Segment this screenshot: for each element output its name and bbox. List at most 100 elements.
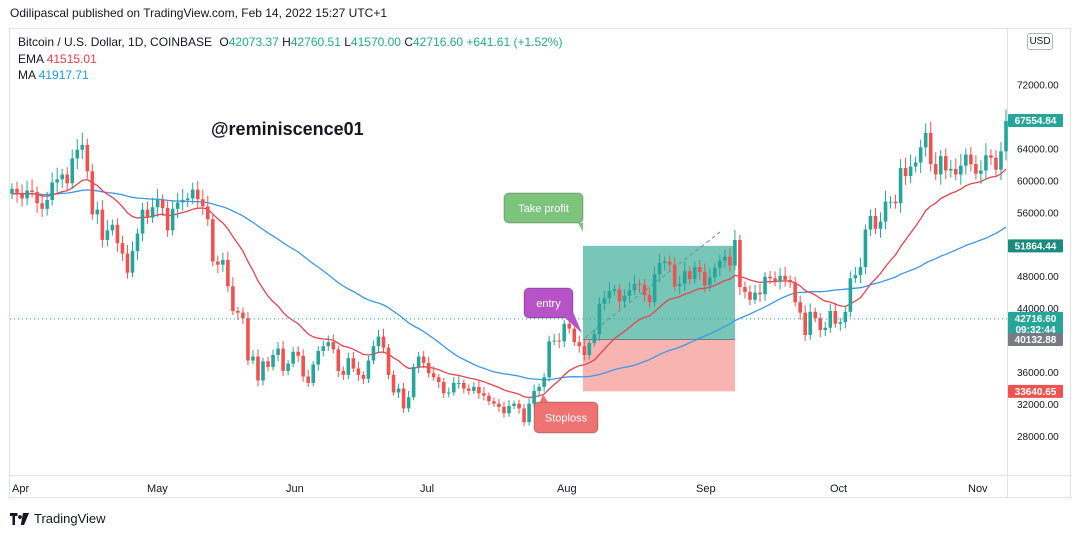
stoploss-callout: Stoploss (533, 394, 599, 434)
candle-body (431, 373, 436, 378)
price-axis-label: 40132.88 (1008, 333, 1063, 346)
tradingview-logo-icon (10, 512, 29, 525)
candle-body (65, 174, 70, 184)
candle-body (487, 395, 491, 402)
price-axis-label: 51864.44 (1008, 239, 1063, 253)
candle-body (918, 147, 923, 163)
candle-body (50, 182, 54, 201)
candle-body (883, 201, 888, 222)
high-value: 42760.51 (290, 35, 341, 49)
candle-body (677, 283, 682, 287)
price-axis-label: 67554.84 (1008, 114, 1063, 128)
candle-body (221, 259, 225, 265)
footer-brand-text: TradingView (34, 511, 106, 526)
candle-body (848, 278, 853, 312)
candle-body (607, 291, 612, 299)
candle-body (326, 342, 331, 347)
symbol-label[interactable]: Bitcoin / U.S. Dollar, 1D, COINBASE (18, 35, 213, 49)
close-label: C (404, 35, 413, 49)
price-axis-label-bg (1008, 239, 1063, 253)
candle-body (411, 366, 416, 398)
candle-body (216, 261, 220, 265)
candle-body (818, 318, 823, 331)
candle-body (236, 311, 240, 313)
candle-body (296, 351, 300, 356)
candle-body (286, 363, 290, 371)
candle-body (959, 165, 963, 175)
candle-body (557, 340, 562, 342)
price-axis-label-bg (1008, 114, 1063, 128)
candle-body (346, 358, 351, 375)
x-tick-label: Nov (968, 483, 988, 495)
candle-body (813, 311, 818, 319)
candle-body (938, 156, 943, 175)
candle-body (396, 388, 401, 393)
candle-body (70, 158, 75, 184)
candle-body (833, 311, 838, 324)
currency-button[interactable]: USD (1027, 33, 1053, 50)
candle-body (969, 154, 973, 165)
candle-body (10, 188, 14, 194)
candle-body (627, 290, 632, 296)
candle-body (306, 376, 310, 383)
publisher-line: Odilipascal published on TradingView.com… (10, 6, 388, 20)
ma-legend[interactable]: MA 41917.71 (18, 67, 89, 83)
candle-body (371, 346, 376, 361)
candle-body (773, 278, 777, 282)
y-tick-label: 56000.00 (1017, 208, 1059, 219)
candle-body (291, 351, 295, 364)
open-value: 42073.37 (228, 35, 279, 49)
candle-body (537, 386, 541, 391)
take-profit-callout-pointer (578, 223, 583, 232)
ema-legend[interactable]: EMA 41515.01 (18, 51, 97, 67)
candle-body (738, 239, 742, 288)
footer-brand[interactable]: TradingView (10, 511, 106, 526)
entry-callout: entry (523, 287, 582, 333)
ema-value: 41515.01 (46, 52, 97, 66)
price-axis-label-text: 51864.44 (1015, 241, 1057, 252)
candle-body (517, 403, 521, 409)
ma-value: 41917.71 (38, 68, 89, 82)
candle-body (311, 364, 316, 383)
close-value: 42716.60 (413, 35, 464, 49)
candle-body (441, 382, 446, 394)
candles (10, 109, 1008, 427)
candle-body (226, 259, 230, 287)
candle-body (858, 267, 863, 276)
candle-body (351, 358, 356, 369)
candle-body (617, 289, 622, 302)
candle-body (542, 377, 546, 387)
candle-body (803, 312, 807, 335)
candle-body (989, 155, 993, 158)
stoploss-callout-label: Stoploss (545, 413, 588, 425)
candle-body (421, 356, 426, 363)
price-axis-label: 33640.65 (1008, 384, 1063, 398)
candle-body (687, 271, 692, 280)
candle-body (994, 157, 998, 170)
candle-body (331, 342, 336, 350)
price-axis-label-countdown: 09:32:44 (1015, 325, 1055, 336)
candle-body (718, 260, 722, 268)
entry-callout-box (523, 287, 574, 319)
candle-body (446, 392, 451, 394)
candle-body (266, 361, 270, 367)
candle-body (888, 201, 893, 203)
candle-body (893, 201, 898, 204)
candle-body (366, 360, 371, 379)
chart-frame (9, 28, 1071, 498)
candle-body (793, 282, 797, 303)
open-label: O (219, 35, 229, 49)
x-tick-label: Aug (557, 483, 577, 495)
candle-body (974, 164, 978, 174)
candle-body (25, 190, 29, 199)
candle-body (768, 276, 772, 279)
candle-body (702, 271, 707, 286)
candle-body (552, 340, 556, 342)
high-label: H (282, 35, 291, 49)
x-tick-label: Apr (12, 483, 29, 495)
candle-body (251, 356, 255, 361)
ema-label: EMA (18, 52, 44, 66)
candle-body (281, 348, 285, 371)
candle-body (723, 256, 727, 261)
